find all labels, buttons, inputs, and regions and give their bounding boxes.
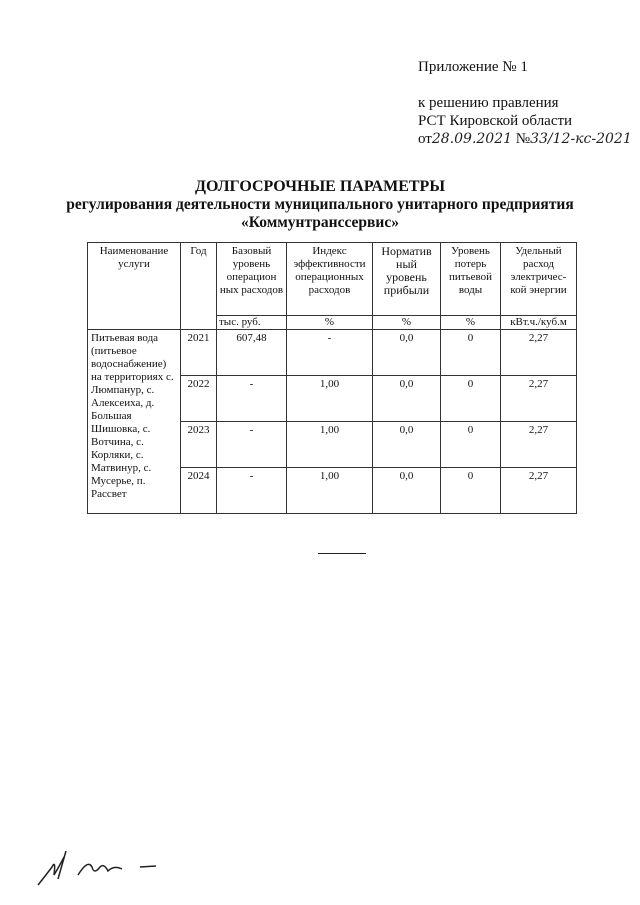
handwritten-signature (37, 850, 157, 886)
loss-cell: 0 (440, 375, 501, 422)
col-header-profit: Норматив ный уровень прибыли (372, 242, 441, 316)
end-divider (318, 553, 366, 554)
index-cell: 1,00 (286, 421, 373, 468)
loss-cell: 0 (440, 421, 501, 468)
base-cell: - (216, 467, 287, 514)
unit-profit: % (372, 315, 441, 330)
table-row: 2024 - 1,00 0,0 0 2,27 (88, 467, 577, 514)
col-header-base-level: Базовый уровень операцион ных расходов (216, 242, 287, 316)
table-row: 2022 - 1,00 0,0 0 2,27 (88, 375, 577, 422)
col-header-service: Наименование услуги (87, 242, 181, 330)
decision-line: к решению правления (418, 95, 559, 111)
unit-energy: кВт.ч./куб.м (500, 315, 577, 330)
date-prefix: от (418, 131, 432, 147)
year-cell: 2022 (180, 375, 217, 422)
index-cell: 1,00 (286, 375, 373, 422)
unit-loss: % (440, 315, 501, 330)
unit-index: % (286, 315, 373, 330)
energy-cell: 2,27 (500, 329, 577, 376)
col-header-water-loss: Уровень потерь питьевой воды (440, 242, 501, 316)
base-cell: - (216, 421, 287, 468)
profit-cell: 0,0 (372, 467, 441, 514)
appendix-label: Приложение № 1 (418, 59, 528, 75)
year-cell: 2023 (180, 421, 217, 468)
base-cell: - (216, 375, 287, 422)
energy-cell: 2,27 (500, 421, 577, 468)
service-name-cell: Питьевая вода (питьевое водоснабжение) н… (87, 329, 181, 514)
authority-line: РСТ Кировской области (418, 113, 573, 129)
number-prefix: № (515, 131, 531, 147)
base-cell: 607,48 (216, 329, 287, 376)
year-cell: 2021 (180, 329, 217, 376)
index-cell: 1,00 (286, 467, 373, 514)
parameters-table: Наименование услуги Год Базовый уровень … (87, 242, 577, 514)
handwritten-date: 28.09.2021 (431, 131, 513, 147)
document-title: ДОЛГОСРОЧНЫЕ ПАРАМЕТРЫ (194, 178, 446, 195)
energy-cell: 2,27 (500, 375, 577, 422)
handwritten-number: 33/12-кс-2021 (530, 131, 632, 147)
profit-cell: 0,0 (372, 329, 441, 376)
loss-cell: 0 (440, 467, 501, 514)
table-row: 2023 - 1,00 0,0 0 2,27 (88, 421, 577, 468)
col-header-year: Год (180, 242, 217, 330)
document-subtitle: регулирования деятельности муниципальног… (66, 196, 574, 213)
year-cell: 2024 (180, 467, 217, 514)
profit-cell: 0,0 (372, 375, 441, 422)
date-number-line: от28.09.2021 №33/12-кс-2021 (418, 130, 632, 148)
energy-cell: 2,27 (500, 467, 577, 514)
table-units-row: тыс. руб. % % % кВт.ч./куб.м (88, 315, 577, 330)
unit-base: тыс. руб. (216, 315, 287, 330)
profit-cell: 0,0 (372, 421, 441, 468)
table-row: Питьевая вода (питьевое водоснабжение) н… (87, 329, 577, 514)
loss-cell: 0 (440, 329, 501, 376)
col-header-energy: Удельный расход электричес-кой энергии (500, 242, 577, 316)
index-cell: - (286, 329, 373, 376)
table-header-row: Наименование услуги Год Базовый уровень … (87, 242, 577, 330)
enterprise-name: «Коммунтранссервис» (241, 214, 399, 231)
col-header-efficiency-index: Индекс эффективности операционных расход… (286, 242, 373, 316)
